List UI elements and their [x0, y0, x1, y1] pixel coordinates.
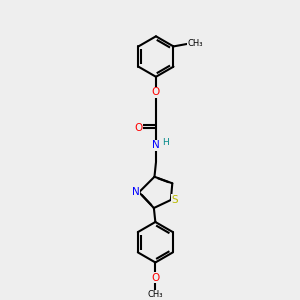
Text: O: O [152, 87, 160, 97]
Text: N: N [132, 187, 140, 197]
Text: O: O [134, 123, 142, 133]
Text: S: S [171, 195, 178, 205]
Text: CH₃: CH₃ [188, 39, 203, 48]
Text: CH₃: CH₃ [148, 290, 163, 299]
Text: N: N [152, 140, 160, 150]
Text: O: O [151, 273, 160, 283]
Text: H: H [162, 138, 169, 147]
